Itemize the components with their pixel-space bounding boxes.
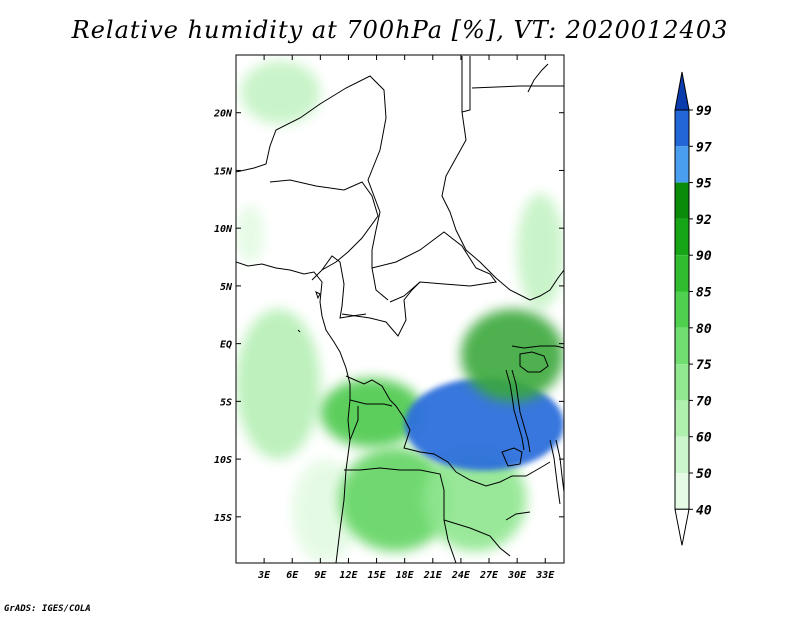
border-egypt bbox=[471, 85, 564, 89]
x-tick-label: 30E bbox=[507, 570, 527, 581]
colorbar-box bbox=[675, 364, 689, 401]
chart-title: Relative humidity at 700hPa [%], VT: 202… bbox=[71, 16, 729, 44]
x-axis-ticks: 3E 6E 9E 12E 15E 18E 21E 24E 27E 30E 33E bbox=[257, 55, 555, 581]
red-sea-coast bbox=[527, 63, 549, 93]
x-tick-label: 12E bbox=[339, 570, 358, 581]
x-tick-label: 33E bbox=[535, 570, 555, 581]
x-tick-label: 21E bbox=[423, 570, 443, 581]
humidity-region-great-lakes bbox=[460, 309, 564, 402]
humidity-region-kasai-katanga-band bbox=[404, 378, 564, 471]
x-tick-label: 15E bbox=[368, 570, 387, 581]
colorbar-label: 40 bbox=[696, 503, 712, 518]
sao-tome-island bbox=[297, 329, 301, 333]
colorbar-label: 92 bbox=[696, 213, 712, 228]
x-tick-label: 9E bbox=[314, 570, 327, 581]
y-axis-ticks: 20N 15N 10N 5N EQ 5S 10S 15S bbox=[213, 109, 564, 524]
humidity-region-zambia bbox=[423, 447, 527, 552]
colorbar-label: 99 bbox=[696, 104, 712, 119]
humidity-region-eastern-highlands bbox=[517, 193, 564, 309]
y-tick-label: 20N bbox=[213, 109, 233, 120]
colorbar-label: 90 bbox=[696, 249, 712, 264]
border-nigeria bbox=[269, 179, 379, 281]
country-borders bbox=[236, 56, 564, 563]
colorbar-label: 60 bbox=[696, 431, 712, 446]
x-tick-label: 24E bbox=[451, 570, 471, 581]
humidity-region-gulf-of-guinea bbox=[236, 309, 321, 460]
border-sahel bbox=[236, 75, 389, 301]
grads-credit: GrADS: IGES/COLA bbox=[4, 604, 91, 614]
border-chad-sudan bbox=[441, 56, 531, 301]
colorbar-label: 50 bbox=[696, 467, 712, 482]
border-angola bbox=[344, 399, 457, 563]
map-frame bbox=[235, 54, 565, 564]
x-tick-label: 3E bbox=[257, 570, 271, 581]
colorbar-bottom-triangle bbox=[674, 508, 690, 546]
x-tick-label: 18E bbox=[396, 570, 415, 581]
border-east-africa bbox=[511, 269, 564, 349]
colorbar-box bbox=[675, 327, 689, 365]
colorbar-box bbox=[675, 436, 689, 473]
x-tick-label: 6E bbox=[286, 570, 299, 581]
colorbar-box bbox=[675, 146, 689, 183]
humidity-region-sahara-north-west bbox=[240, 60, 321, 125]
humidity-region-angola-interior bbox=[339, 447, 452, 552]
colorbar-label: 85 bbox=[696, 286, 712, 301]
humidity-shading bbox=[236, 60, 564, 563]
map-plot-area: 3E 6E 9E 12E 15E 18E 21E 24E 27E 30E 33E 20N 15N 10N… bbox=[213, 54, 565, 581]
y-tick-label: 15S bbox=[214, 513, 232, 524]
border-drc-west bbox=[345, 375, 457, 473]
lake-tanganyika bbox=[505, 369, 531, 453]
colorbar-box bbox=[675, 291, 689, 328]
y-tick-label: 5S bbox=[220, 397, 232, 408]
colorbar-box bbox=[675, 400, 689, 437]
humidity-region-congo-basin-south bbox=[320, 378, 424, 448]
y-tick-label: 15N bbox=[214, 166, 233, 177]
y-tick-label: EQ bbox=[220, 340, 232, 351]
colorbar-box bbox=[675, 110, 689, 147]
colorbar: 99 97 95 92 90 85 80 75 70 60 50 40 bbox=[674, 71, 712, 546]
y-tick-label: 10S bbox=[214, 455, 232, 466]
x-tick-label: 27E bbox=[479, 570, 499, 581]
lake-bangweulu bbox=[501, 447, 523, 467]
border-zambia bbox=[443, 461, 551, 557]
y-tick-label: 5N bbox=[220, 282, 233, 293]
colorbar-box bbox=[675, 182, 689, 219]
colorbar-box bbox=[675, 255, 689, 292]
border-congo bbox=[341, 281, 421, 337]
lake-kariba bbox=[505, 511, 531, 521]
colorbar-label: 97 bbox=[696, 140, 712, 155]
colorbar-box bbox=[675, 473, 689, 510]
colorbar-box bbox=[675, 218, 689, 256]
y-tick-label: 10N bbox=[214, 224, 233, 235]
border-libya bbox=[461, 56, 471, 113]
coastline-west bbox=[236, 261, 351, 563]
colorbar-label: 95 bbox=[696, 177, 712, 192]
colorbar-label: 75 bbox=[696, 358, 712, 373]
colorbar-top-triangle bbox=[674, 71, 690, 111]
colorbar-label: 80 bbox=[696, 322, 712, 337]
lake-malawi bbox=[549, 439, 564, 505]
humidity-region-guinea-coast bbox=[236, 205, 265, 263]
colorbar-label: 70 bbox=[696, 394, 712, 409]
bioko-island bbox=[315, 291, 321, 300]
border-cameroon bbox=[321, 255, 367, 319]
lake-victoria bbox=[519, 351, 549, 373]
